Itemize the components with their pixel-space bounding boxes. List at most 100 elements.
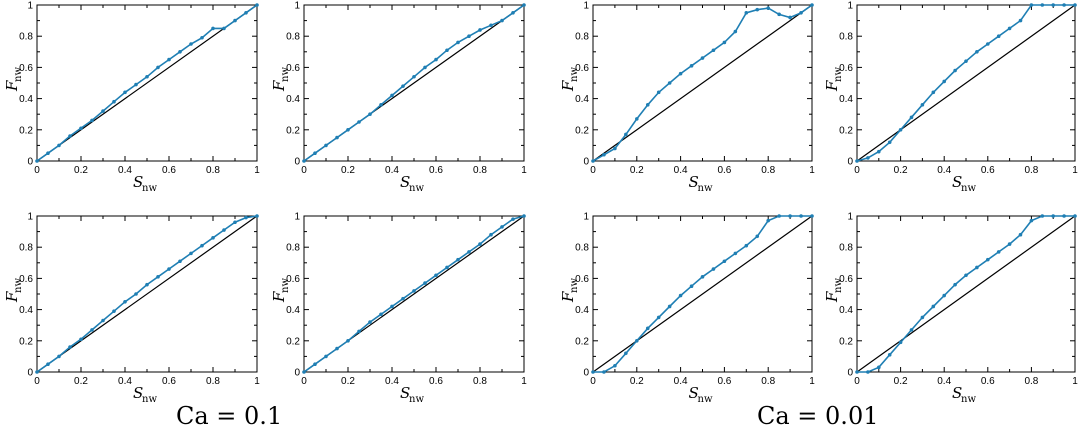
data-point	[390, 304, 394, 309]
data-point	[613, 146, 617, 151]
data-point	[986, 257, 990, 262]
data-point	[1029, 218, 1034, 223]
x-tick-label: 0.4	[937, 165, 951, 176]
y-tick-label: 0.8	[839, 32, 853, 43]
y-tick-label: 1	[583, 1, 589, 12]
data-point	[500, 18, 504, 23]
x-axis-label-subscript: nw	[961, 394, 976, 405]
x-axis-label-subscript: nw	[698, 183, 713, 194]
y-tick-label: 0.2	[19, 125, 33, 136]
data-point	[346, 339, 350, 343]
data-point	[931, 90, 936, 95]
data-point	[1007, 242, 1012, 246]
data-point	[602, 152, 606, 157]
x-tick-label: 0.4	[118, 165, 132, 176]
y-axis-label-group: Fnw	[270, 278, 291, 303]
y-tick-label: 0.8	[19, 243, 33, 254]
data-point	[423, 281, 427, 285]
x-tick-label: 0.4	[385, 376, 399, 387]
data-point	[390, 93, 394, 98]
y-tick-label: 0.6	[286, 63, 300, 74]
x-tick-label: 0.4	[674, 165, 688, 176]
data-point	[1029, 3, 1034, 7]
x-tick-label: 0.2	[894, 376, 908, 387]
y-axis-label-subscript: nw	[833, 67, 844, 82]
data-point	[522, 214, 526, 218]
data-point	[244, 11, 248, 15]
y-axis-label-group: Fnw	[823, 67, 844, 92]
x-tick-label: 0.2	[74, 165, 88, 176]
data-point	[46, 151, 50, 155]
data-point	[156, 275, 160, 279]
data-point	[799, 214, 803, 218]
x-tick-label: 0	[854, 376, 860, 387]
y-axis-label: F	[270, 291, 288, 303]
y-tick-label: 0.4	[839, 94, 853, 105]
data-point	[123, 300, 127, 304]
data-point	[877, 149, 881, 154]
data-point	[68, 134, 72, 138]
x-axis-label-subscript: nw	[142, 394, 157, 405]
x-tick-label: 1	[809, 165, 815, 176]
data-point	[233, 18, 237, 23]
x-tick-label: 0.6	[429, 376, 443, 387]
data-point	[866, 370, 870, 374]
data-point	[434, 57, 438, 62]
data-point	[591, 159, 595, 163]
data-point	[511, 217, 515, 221]
data-point	[942, 79, 946, 84]
data-point	[189, 251, 193, 256]
data-point	[368, 320, 372, 324]
reference-line	[856, 215, 1076, 373]
data-point	[35, 159, 39, 163]
y-tick-label: 0	[847, 157, 853, 168]
data-point	[324, 354, 328, 359]
x-tick-label: 0.4	[118, 376, 132, 387]
data-point	[379, 312, 383, 317]
data-point	[189, 42, 193, 46]
x-tick-label: 1	[1072, 376, 1078, 387]
data-point	[335, 135, 339, 140]
data-point	[964, 273, 968, 278]
y-tick-label: 1	[27, 212, 33, 223]
data-point	[931, 304, 936, 309]
y-tick-label: 0.6	[286, 274, 300, 285]
data-point	[255, 3, 259, 7]
y-axis-label-subscript: nw	[280, 278, 291, 293]
x-axis-label: S	[133, 384, 143, 402]
data-point	[112, 99, 116, 104]
x-tick-label: 0.2	[341, 376, 355, 387]
y-tick-label: 0.2	[19, 336, 33, 347]
x-tick-label: 1	[521, 165, 527, 176]
x-tick-label: 1	[521, 376, 527, 387]
y-axis-label-group: Fnw	[3, 278, 24, 303]
x-axis-label: S	[952, 173, 962, 191]
data-point	[953, 282, 957, 287]
x-tick-label: 0	[590, 165, 596, 176]
reference-line	[36, 215, 258, 373]
y-tick-label: 0.8	[575, 243, 589, 254]
data-point	[855, 370, 859, 374]
data-point	[898, 128, 903, 132]
data-point	[178, 50, 182, 54]
data-point	[167, 57, 171, 62]
x-tick-label: 0.4	[937, 376, 951, 387]
data-point	[799, 11, 803, 15]
data-point	[101, 109, 105, 113]
x-axis-label: S	[689, 384, 699, 402]
data-point	[1062, 3, 1066, 7]
x-axis-label-subscript: nw	[698, 394, 713, 405]
x-tick-label: 1	[254, 165, 260, 176]
y-tick-label: 0.2	[286, 336, 300, 347]
x-tick-label: 0.6	[981, 165, 995, 176]
y-tick-label: 0	[27, 157, 33, 168]
data-point	[909, 115, 914, 120]
x-tick-label: 0.2	[74, 376, 88, 387]
x-axis-label: S	[689, 173, 699, 191]
y-axis-label: F	[3, 80, 21, 92]
x-tick-label: 0.4	[385, 165, 399, 176]
data-point	[591, 370, 595, 374]
